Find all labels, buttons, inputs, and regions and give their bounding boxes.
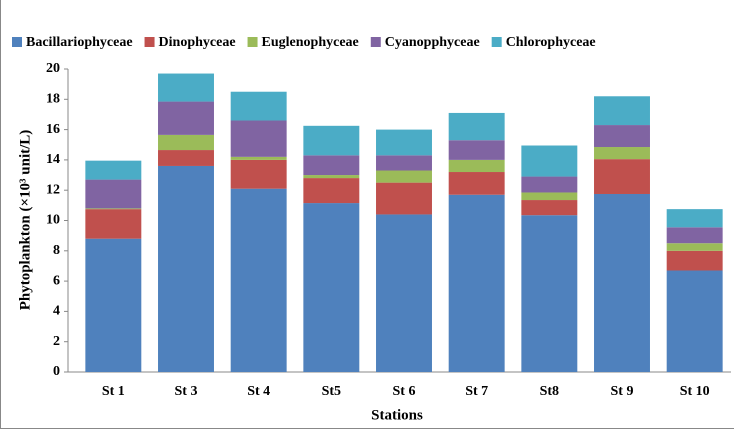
y-tick-label: 12 — [46, 182, 60, 197]
bar-segment — [303, 178, 360, 204]
bar-segment — [303, 175, 360, 179]
bar-segment — [230, 159, 287, 189]
bar-segment — [158, 73, 214, 102]
y-tick-label: 4 — [53, 304, 60, 319]
bar-segment — [521, 200, 578, 216]
y-tick-label: 10 — [46, 213, 60, 228]
bar-segment — [85, 208, 142, 210]
bar-segment — [448, 172, 505, 195]
bar-segment — [521, 192, 578, 201]
x-tick-label: St 6 — [393, 384, 416, 399]
bar-segment — [230, 188, 287, 372]
y-tick-label: 14 — [46, 152, 60, 167]
y-tick-label: 6 — [53, 273, 60, 288]
bar-segment — [85, 160, 142, 180]
bar-segment — [521, 145, 578, 177]
bar-segment — [85, 238, 142, 372]
y-tick-label: 2 — [53, 334, 60, 349]
legend-swatch — [12, 37, 22, 47]
legend-label: Bacillariophyceae — [26, 35, 133, 50]
y-tick-label: 16 — [46, 122, 60, 137]
bar-segment — [158, 101, 214, 135]
x-tick-label: St 9 — [611, 384, 634, 399]
legend-swatch — [491, 37, 502, 47]
y-tick-label: 0 — [53, 364, 60, 379]
x-axis-title: Stations — [371, 407, 423, 423]
x-tick-label: St 10 — [680, 384, 710, 399]
bar-segment — [376, 170, 432, 183]
bar-segment — [448, 194, 505, 372]
legend-label: Cyanopphyceae — [385, 35, 480, 50]
bar-segment — [376, 129, 432, 156]
bar-segment — [666, 250, 723, 271]
bar-segment — [594, 193, 650, 372]
bar-segment — [158, 134, 214, 151]
bar-segment — [85, 209, 142, 239]
bar-segment — [376, 214, 432, 372]
bar-segment — [303, 155, 360, 176]
bar-segment — [521, 176, 578, 193]
bar-segment — [230, 156, 287, 160]
x-tick-label: St8 — [540, 384, 559, 399]
y-axis-title: Phytoplankton (×10³ unit/L) — [17, 130, 33, 311]
legend-label: Euglenophyceae — [262, 35, 359, 50]
bar-segment — [594, 159, 650, 194]
x-tick-label: St 4 — [247, 384, 270, 399]
bar-segment — [303, 125, 360, 156]
x-tick-label: St 1 — [102, 384, 125, 399]
x-tick-label: St5 — [322, 384, 341, 399]
legend-label: Dinophyceae — [159, 35, 236, 50]
legend-swatch — [247, 37, 258, 47]
bar-segment — [230, 120, 287, 157]
bar-segment — [666, 209, 723, 228]
bar-segment — [230, 91, 287, 121]
bar-segment — [448, 112, 505, 141]
bar-segment — [594, 147, 650, 160]
y-tick-label: 20 — [46, 61, 60, 76]
bar-segment — [158, 165, 214, 372]
bar-segment — [594, 125, 650, 148]
bar-segment — [303, 203, 360, 372]
bar-segment — [594, 96, 650, 126]
bar-segment — [521, 215, 578, 372]
legend-swatch — [144, 37, 155, 47]
bar-segment — [158, 150, 214, 166]
bar-segment — [85, 179, 142, 209]
bar-segment — [376, 182, 432, 215]
bar-segment — [448, 140, 505, 160]
legend-swatch — [370, 37, 381, 47]
bar-segment — [666, 227, 723, 244]
legend-label: Chlorophyceae — [506, 35, 596, 50]
x-tick-label: St 3 — [175, 384, 198, 399]
bar-segment — [666, 270, 723, 372]
bar-segment — [376, 155, 432, 171]
bar-segment — [448, 159, 505, 173]
bar-segment — [666, 243, 723, 251]
y-tick-label: 8 — [53, 243, 60, 258]
x-tick-label: St 7 — [465, 384, 488, 399]
y-tick-label: 18 — [46, 92, 60, 107]
